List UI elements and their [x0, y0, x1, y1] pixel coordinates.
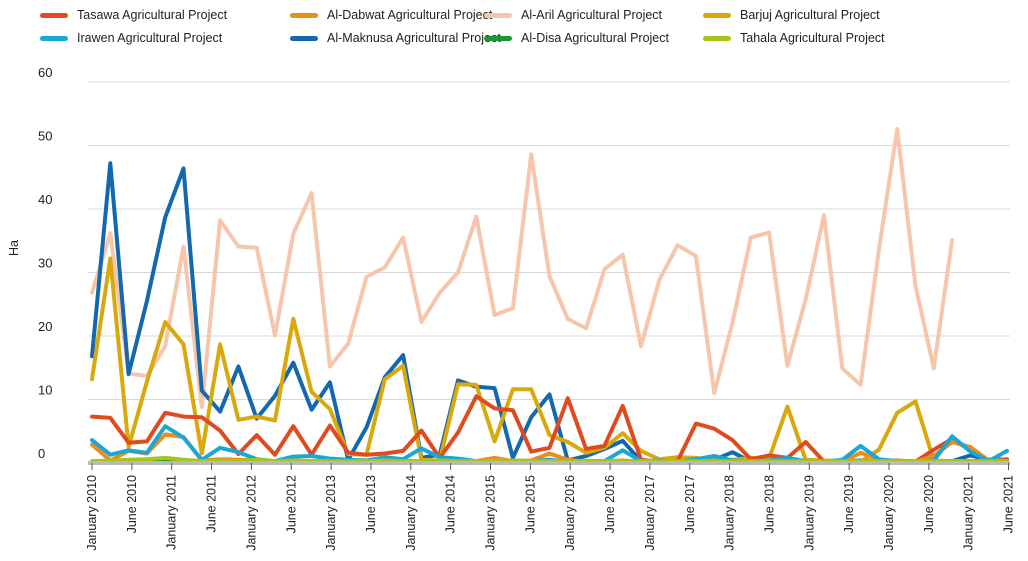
x-tick-label: January 2014 [404, 475, 418, 551]
legend-swatch [290, 35, 318, 41]
legend-item: Al-Disa Agricultural Project [484, 27, 669, 49]
x-tick-label: January 2011 [165, 475, 179, 550]
x-tick-label: January 2019 [802, 475, 816, 551]
x-tick-label: January 2016 [563, 475, 577, 551]
x-tick-label: January 2018 [723, 475, 737, 551]
y-tick-label: 20 [38, 319, 52, 334]
x-tick-label: June 2010 [125, 475, 139, 533]
y-tick-label: 0 [38, 446, 45, 461]
legend-item: Al-Maknusa Agricultural Project [290, 27, 501, 49]
legend-swatch [484, 12, 512, 18]
y-tick-label: 10 [38, 383, 52, 398]
legend-item: Tahala Agricultural Project [703, 27, 885, 49]
legend-label: Tasawa Agricultural Project [77, 8, 228, 22]
x-tick-label: June 2013 [364, 475, 378, 533]
legend-swatch [484, 35, 512, 41]
series-group [90, 127, 1009, 465]
y-tick-label: 30 [38, 256, 52, 271]
x-tick-label: June 2020 [922, 475, 936, 533]
legend-swatch [40, 35, 68, 41]
y-tick-label: 50 [38, 129, 52, 144]
y-tick-label: 60 [38, 65, 52, 80]
x-tick-label: January 2015 [484, 475, 498, 551]
legend-swatch [290, 12, 318, 18]
x-tick-label: June 2015 [523, 475, 537, 533]
x-tick-label: June 2014 [444, 475, 458, 533]
x-tick-label: January 2012 [244, 475, 258, 551]
legend-item: Al-Dabwat Agricultural Project [290, 4, 492, 26]
x-tick-label: January 2013 [324, 475, 338, 551]
series-line-barjuj-agricultural-project [90, 256, 1009, 464]
x-tick-label: June 2012 [284, 475, 298, 533]
legend-item: Barjuj Agricultural Project [703, 4, 880, 26]
x-tick-label: January 2021 [962, 475, 976, 551]
legend-label: Irawen Agricultural Project [77, 31, 223, 45]
x-tick-label: January 2010 [85, 475, 99, 551]
legend-swatch [40, 12, 68, 18]
x-tick-label: June 2021 [1002, 475, 1016, 533]
legend-label: Al-Disa Agricultural Project [521, 31, 669, 45]
series-line-al-aril-agricultural-project [90, 127, 955, 410]
legend-label: Al-Aril Agricultural Project [521, 8, 663, 22]
x-tick-label: June 2019 [842, 475, 856, 533]
legend-label: Al-Maknusa Agricultural Project [327, 31, 501, 45]
x-tick-label: January 2017 [643, 475, 657, 551]
legend-item: Tasawa Agricultural Project [40, 4, 227, 26]
x-tick-label: June 2011 [205, 475, 219, 533]
legend-swatch [703, 35, 731, 41]
legend-item: Irawen Agricultural Project [40, 27, 222, 49]
grid-group: 0 10 20 30 40 50 60 [38, 65, 1010, 461]
x-tick-label: June 2017 [683, 475, 697, 533]
legend: Tasawa Agricultural Project Irawen Agricu… [40, 4, 1020, 50]
x-tick-label: June 2018 [762, 475, 776, 533]
legend-item: Al-Aril Agricultural Project [484, 4, 662, 26]
x-tick-label: June 2016 [603, 475, 617, 533]
y-axis-label: Ha [7, 240, 21, 256]
legend-label: Al-Dabwat Agricultural Project [327, 8, 493, 22]
x-tick-label: January 2020 [882, 475, 896, 551]
legend-label: Tahala Agricultural Project [740, 31, 885, 45]
y-tick-label: 40 [38, 192, 52, 207]
x-axis-group: January 2010 June 2010 January 2011 June 20… [85, 463, 1016, 551]
legend-swatch [703, 12, 731, 18]
legend-label: Barjuj Agricultural Project [740, 8, 880, 22]
